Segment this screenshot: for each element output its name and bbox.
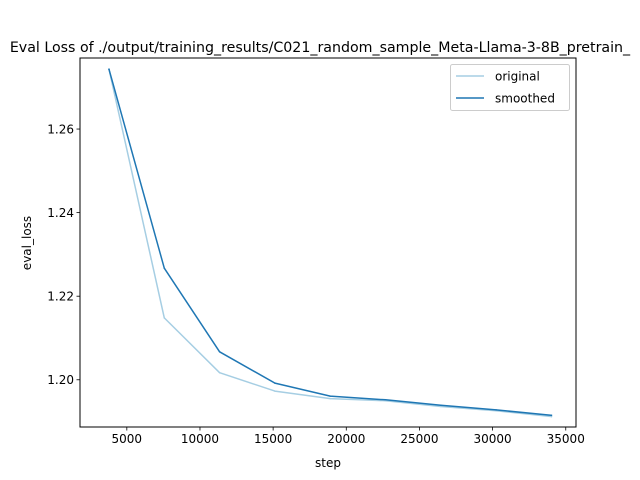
data-point-smoothed-2	[163, 267, 166, 269]
chart-title: Eval Loss of ./output/training_results/C…	[10, 40, 631, 56]
data-point-smoothed-6	[384, 399, 387, 401]
data-point-smoothed-1	[108, 68, 110, 71]
data-point-smoothed-7	[440, 404, 442, 407]
x-tick-label: 15000	[254, 432, 292, 446]
data-point-smoothed-3	[218, 351, 221, 353]
x-axis: 5000 10000 15000 20000 25000 30000 35000	[112, 427, 585, 446]
x-tick-label: 35000	[547, 432, 585, 446]
y-tick-label: 1.24	[47, 206, 74, 220]
legend: original smoothed	[450, 64, 570, 111]
data-point-original-7	[440, 405, 442, 408]
y-tick-label: 1.26	[47, 122, 74, 136]
data-point-original-3	[218, 371, 221, 374]
y-tick-label: 1.20	[47, 373, 74, 387]
x-axis-label: step	[315, 456, 341, 470]
x-tick-label: 10000	[181, 432, 219, 446]
data-point-smoothed-8	[495, 409, 497, 411]
legend-label-smoothed: smoothed	[495, 92, 555, 106]
legend-label-original: original	[495, 70, 540, 84]
x-tick-label: 30000	[474, 432, 512, 446]
data-point-original-2	[163, 317, 166, 319]
data-point-original-4	[274, 390, 276, 392]
x-tick-label: 20000	[327, 432, 365, 446]
x-tick-label: 25000	[400, 432, 438, 446]
plot-lines	[108, 68, 553, 418]
data-point-smoothed-9	[550, 414, 553, 417]
data-point-original-9	[550, 415, 553, 418]
x-tick-label: 5000	[112, 432, 143, 446]
data-point-smoothed-5	[329, 395, 331, 397]
y-axis: 1.20 1.22 1.24 1.26	[47, 122, 80, 387]
y-tick-label: 1.22	[47, 289, 74, 303]
plot-frame	[79, 57, 577, 428]
y-axis-label: eval_loss	[20, 216, 34, 270]
data-point-smoothed-4	[274, 382, 276, 384]
data-point-original-5	[329, 397, 331, 400]
